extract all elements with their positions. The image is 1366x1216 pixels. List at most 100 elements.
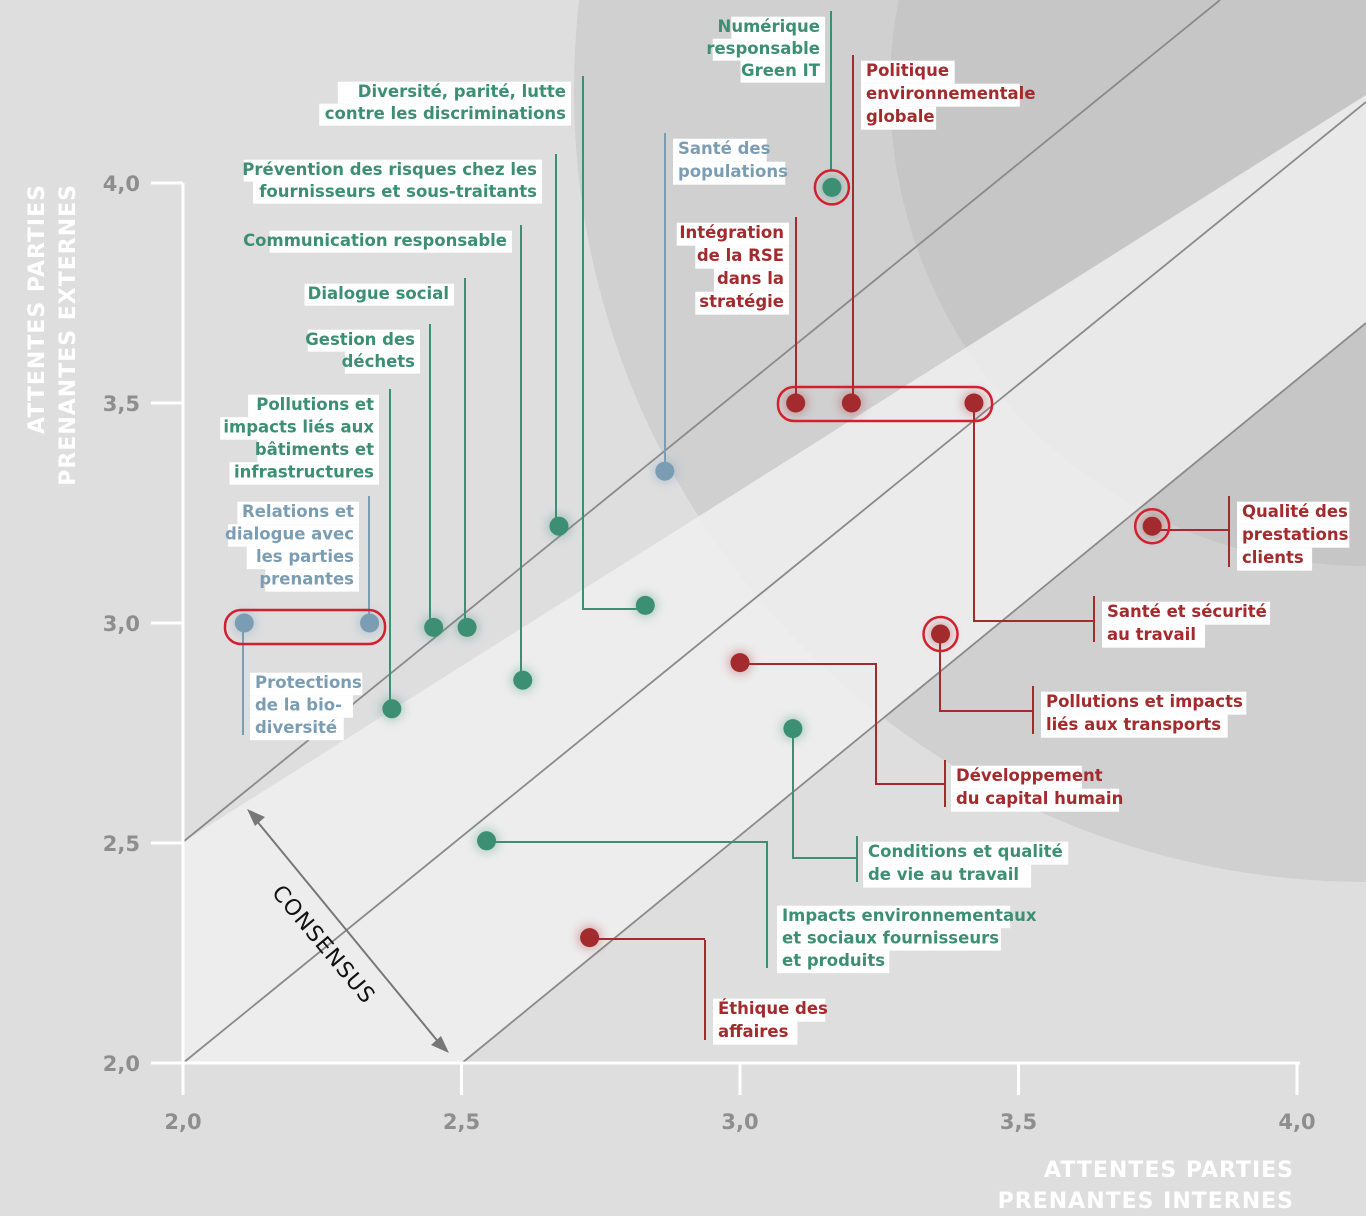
label-background	[1237, 501, 1350, 525]
highlight-group-3-0	[223, 608, 387, 646]
label-background	[676, 222, 789, 246]
label-background	[861, 83, 1020, 107]
y-tick-label: 4,0	[103, 172, 140, 196]
data-point	[841, 393, 861, 413]
y-axis-title-line-1: ATTENTES PARTIES	[25, 184, 50, 434]
label-background	[731, 16, 825, 39]
x-tick-label: 2,5	[443, 1110, 480, 1134]
data-point	[580, 928, 600, 948]
label-background	[713, 998, 826, 1022]
label-background	[673, 138, 767, 162]
x-tick-labels: 2,0 2,5 3,0 3,5 4,0	[164, 1110, 1315, 1134]
point-label: Diversité, parité, lutte	[358, 82, 566, 101]
point-label: environnementale	[866, 84, 1036, 103]
label-background	[250, 695, 353, 718]
point-label: prenantes	[259, 569, 354, 588]
consensus-arrow-head-bottom	[431, 1036, 449, 1053]
diagonal-line-2	[182, 101, 1366, 1064]
label-background	[265, 569, 359, 592]
point-label: dans la	[717, 269, 784, 288]
point-label: Protections	[255, 673, 362, 692]
point-label: fournisseurs et sous-traitants	[259, 182, 537, 201]
label-background	[863, 864, 1032, 888]
point-label: Développement	[956, 766, 1103, 785]
point-label: Communication responsable	[243, 231, 507, 250]
highlight-ring	[922, 615, 959, 653]
point-label: prestations	[1242, 525, 1349, 544]
label-background	[1102, 601, 1271, 625]
point-label: Impacts environnementaux	[782, 906, 1037, 925]
label-background	[777, 950, 890, 974]
point-label: impacts liés aux	[223, 417, 374, 436]
label-background	[229, 462, 379, 485]
highlight-groups	[223, 169, 1171, 653]
background-zones	[183, 0, 1366, 1063]
label-background	[319, 103, 571, 126]
point-label: populations	[678, 162, 788, 181]
leader-lines	[242, 11, 1230, 1040]
axes	[151, 181, 1300, 1095]
x-axis-title-line-2: PRENANTES INTERNES	[998, 1189, 1294, 1214]
label-background	[712, 38, 825, 61]
point-label: Éthique des	[718, 999, 828, 1018]
label-background	[713, 268, 789, 292]
point-label: Green IT	[741, 61, 821, 80]
point-label: infrastructures	[234, 462, 374, 481]
data-point	[822, 177, 842, 197]
label-background	[228, 524, 359, 547]
data-point	[549, 516, 569, 536]
consensus-arrow-head-top	[247, 809, 265, 826]
leader-line	[740, 663, 945, 785]
point-label: et produits	[782, 951, 885, 970]
point-label: au travail	[1107, 625, 1196, 644]
point-label: les parties	[256, 547, 354, 566]
label-background	[1102, 624, 1205, 648]
point-label: Qualité des	[1242, 502, 1348, 521]
label-background	[740, 60, 825, 83]
data-point	[1142, 516, 1162, 536]
point-label: clients	[1242, 548, 1304, 567]
point-label: diversité	[255, 718, 337, 737]
consensus-arrow	[255, 819, 441, 1045]
diagonal-line-1	[182, 0, 1221, 843]
point-label: stratégie	[699, 292, 784, 311]
label-background	[695, 245, 789, 269]
label-background	[713, 1021, 798, 1045]
point-label: Dialogue social	[308, 284, 449, 303]
label-background	[237, 501, 359, 525]
data-point	[655, 461, 675, 481]
y-axis-title-line-2: PRENANTES EXTERNES	[56, 184, 81, 486]
y-tick-labels: 4,0 3,5 3,0 2,5 2,0	[103, 172, 140, 1076]
label-background	[337, 81, 571, 104]
label-background	[951, 765, 1082, 789]
label-background	[1237, 524, 1350, 548]
label-background	[863, 841, 1069, 865]
label-background	[861, 106, 937, 130]
y-tick-label: 3,0	[103, 612, 140, 636]
point-label: du capital humain	[956, 789, 1123, 808]
data-point	[457, 617, 477, 637]
label-background	[250, 717, 344, 741]
y-tick-label: 2,5	[103, 832, 140, 856]
point-label: contre les discriminations	[325, 104, 566, 123]
data-point	[513, 670, 533, 690]
point-label: liés aux transports	[1046, 715, 1221, 734]
x-tick-label: 4,0	[1278, 1110, 1315, 1134]
point-label: bâtiments et	[255, 440, 374, 459]
point-label: Gestion des	[305, 330, 415, 349]
point-label: affaires	[718, 1022, 789, 1041]
x-tick-label: 3,0	[721, 1110, 758, 1134]
label-background	[673, 161, 786, 185]
highlight-ring	[813, 169, 851, 206]
point-label: Intégration	[679, 223, 784, 242]
point-label: Relations et	[242, 502, 354, 521]
highlight-ring	[1133, 507, 1171, 545]
point-label: Politique	[866, 61, 949, 80]
point-label: de la RSE	[697, 246, 784, 265]
y-tick-label: 2,0	[103, 1052, 140, 1076]
data-point	[931, 624, 951, 644]
data-point	[730, 653, 750, 673]
point-label: de la bio-	[255, 695, 342, 714]
